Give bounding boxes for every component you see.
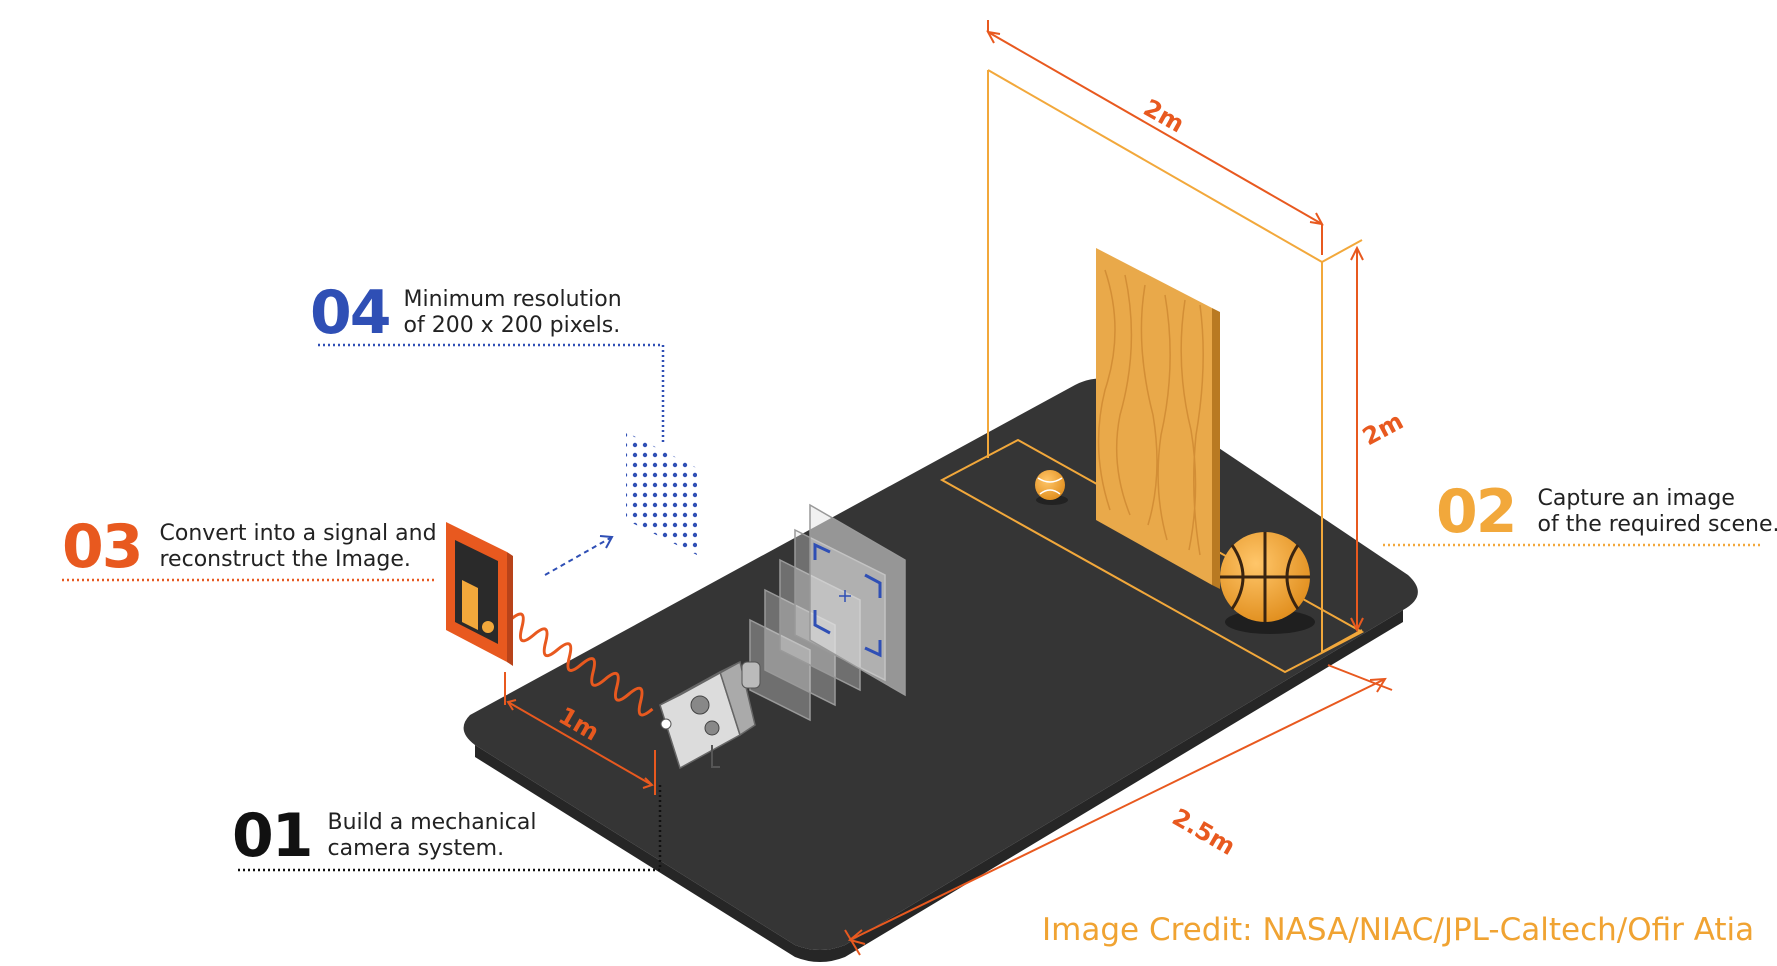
step-02-text: Capture an image of the required scene. bbox=[1538, 486, 1777, 538]
image-credit: Image Credit: NASA/NIAC/JPL-Caltech/Ofir… bbox=[1042, 912, 1754, 948]
step-03-line1: Convert into a signal and bbox=[160, 521, 437, 547]
step-04-number: 04 bbox=[310, 283, 390, 343]
step-01-line2: camera system. bbox=[328, 836, 537, 862]
step-03-line2: reconstruct the Image. bbox=[160, 547, 437, 573]
step-04-line2: of 200 x 200 pixels. bbox=[404, 313, 622, 339]
step-03-text: Convert into a signal and reconstruct th… bbox=[160, 521, 437, 573]
step-02-line2: of the required scene. bbox=[1538, 512, 1777, 538]
pixel-grid bbox=[626, 432, 697, 555]
step-01-callout: 01 Build a mechanical camera system. bbox=[232, 806, 536, 866]
reconstructed-image-panel bbox=[446, 522, 513, 666]
frame-width-dimension bbox=[988, 20, 1322, 255]
step-03-callout: 03 Convert into a signal and reconstruct… bbox=[62, 517, 437, 577]
step-03-number: 03 bbox=[62, 517, 142, 577]
step-01-text: Build a mechanical camera system. bbox=[328, 810, 537, 862]
step-04-text: Minimum resolution of 200 x 200 pixels. bbox=[404, 287, 622, 339]
platform bbox=[464, 379, 1418, 963]
step-02-number: 02 bbox=[1436, 482, 1516, 542]
step-04-callout: 04 Minimum resolution of 200 x 200 pixel… bbox=[310, 283, 622, 343]
step-01-number: 01 bbox=[232, 806, 312, 866]
step-04-line1: Minimum resolution bbox=[404, 287, 622, 313]
step-02-callout: 02 Capture an image of the required scen… bbox=[1436, 482, 1777, 542]
step-02-line1: Capture an image bbox=[1538, 486, 1777, 512]
arrow-icon bbox=[545, 536, 612, 575]
step-01-line1: Build a mechanical bbox=[328, 810, 537, 836]
